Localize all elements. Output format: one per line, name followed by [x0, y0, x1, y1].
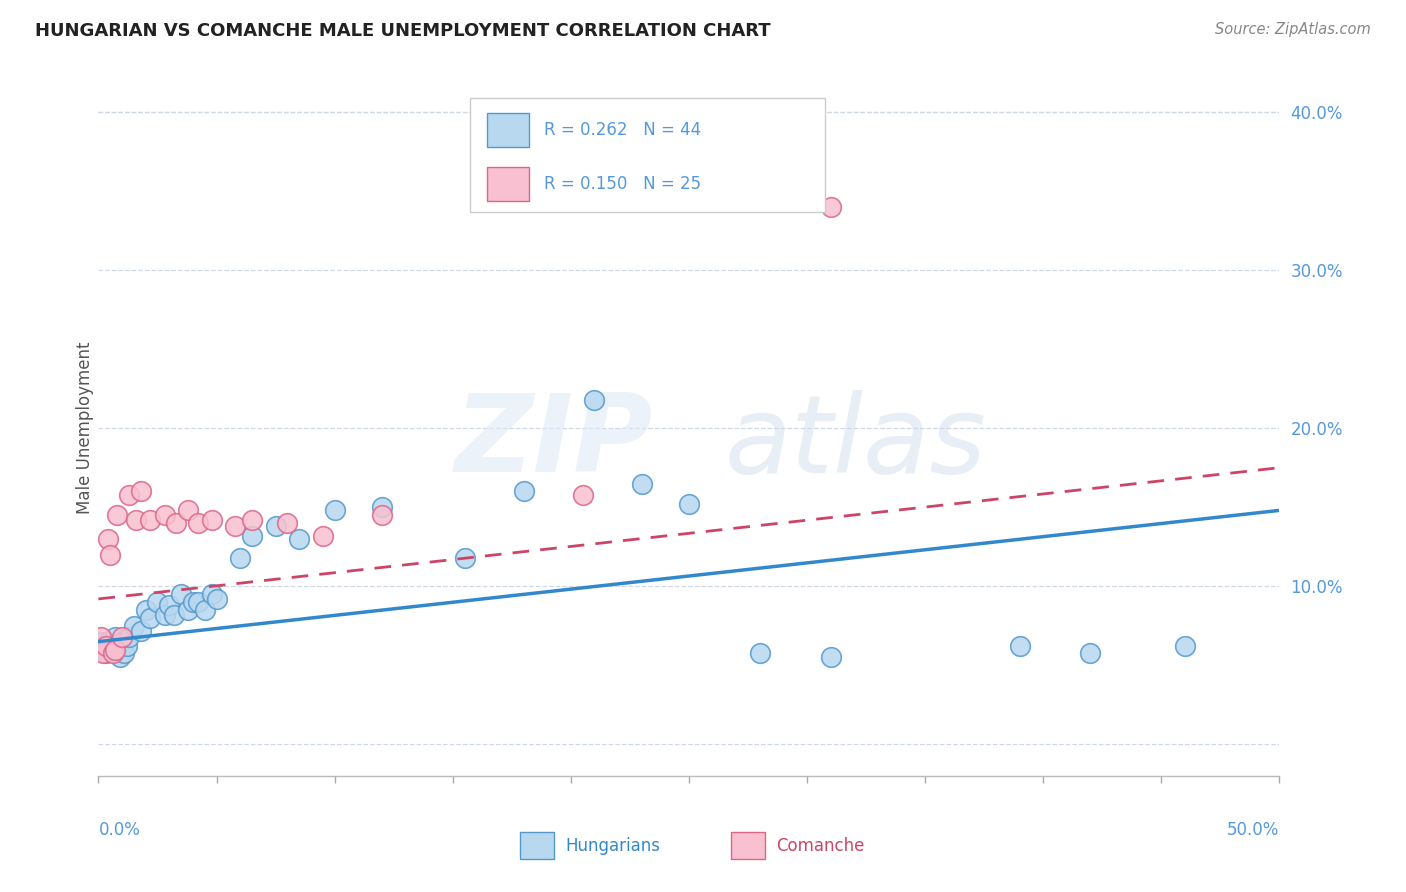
Point	[170, 587, 193, 601]
Point	[187, 595, 209, 609]
Point	[312, 529, 335, 543]
Point	[129, 624, 152, 638]
Point	[240, 513, 263, 527]
Text: 0.0%: 0.0%	[98, 822, 141, 839]
Point	[194, 603, 217, 617]
Point	[90, 634, 112, 648]
Point	[512, 484, 534, 499]
Text: ZIP: ZIP	[456, 389, 654, 495]
Point	[139, 611, 162, 625]
Point	[288, 532, 311, 546]
Point	[264, 519, 287, 533]
Point	[323, 503, 346, 517]
Point	[371, 508, 394, 523]
Point	[205, 591, 228, 606]
Point	[91, 640, 114, 654]
Text: 50.0%: 50.0%	[1227, 822, 1279, 839]
Point	[181, 595, 204, 609]
Point	[177, 503, 200, 517]
Text: HUNGARIAN VS COMANCHE MALE UNEMPLOYMENT CORRELATION CHART: HUNGARIAN VS COMANCHE MALE UNEMPLOYMENT …	[35, 22, 770, 40]
Point	[111, 634, 134, 648]
Point	[111, 630, 134, 644]
Point	[157, 599, 180, 613]
Point	[820, 200, 842, 214]
Text: Comanche: Comanche	[776, 837, 865, 855]
Text: atlas: atlas	[724, 390, 986, 494]
Point	[748, 646, 770, 660]
Point	[177, 603, 200, 617]
Text: R = 0.262   N = 44: R = 0.262 N = 44	[544, 120, 700, 139]
Text: Hungarians: Hungarians	[565, 837, 661, 855]
Point	[125, 513, 148, 527]
Point	[112, 646, 135, 660]
Point	[820, 650, 842, 665]
Point	[104, 642, 127, 657]
Point	[122, 619, 145, 633]
Point	[571, 487, 593, 501]
Point	[97, 532, 120, 546]
Point	[229, 550, 252, 565]
Point	[163, 607, 186, 622]
Point	[105, 642, 128, 657]
Point	[91, 646, 114, 660]
Point	[90, 630, 112, 644]
Point	[101, 638, 124, 652]
Point	[201, 587, 224, 601]
Point	[118, 630, 141, 644]
Point	[101, 646, 124, 660]
Y-axis label: Male Unemployment: Male Unemployment	[76, 342, 94, 515]
Point	[1008, 640, 1031, 654]
Point	[104, 630, 127, 644]
Point	[201, 513, 224, 527]
Point	[115, 640, 138, 654]
Text: R = 0.150   N = 25: R = 0.150 N = 25	[544, 175, 700, 193]
Point	[98, 548, 121, 562]
Point	[135, 603, 157, 617]
Point	[94, 640, 117, 654]
Point	[153, 508, 176, 523]
Point	[118, 487, 141, 501]
Point	[129, 484, 152, 499]
Point	[105, 508, 128, 523]
Point	[630, 476, 652, 491]
Point	[153, 607, 176, 622]
Point	[1080, 646, 1102, 660]
Point	[165, 516, 187, 530]
Point	[97, 634, 120, 648]
Point	[1174, 640, 1197, 654]
Point	[453, 550, 475, 565]
Point	[98, 642, 121, 657]
Point	[187, 516, 209, 530]
Point	[371, 500, 394, 515]
Point	[276, 516, 298, 530]
Point	[108, 650, 131, 665]
Point	[146, 595, 169, 609]
Point	[94, 646, 117, 660]
Point	[240, 529, 263, 543]
Point	[583, 392, 606, 407]
Point	[224, 519, 246, 533]
Point	[139, 513, 162, 527]
Point	[678, 497, 700, 511]
Text: Source: ZipAtlas.com: Source: ZipAtlas.com	[1215, 22, 1371, 37]
